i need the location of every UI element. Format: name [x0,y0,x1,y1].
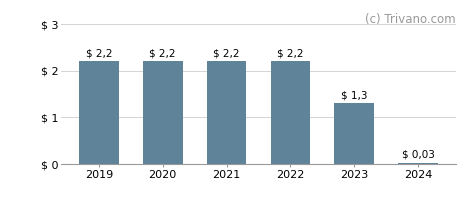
Bar [335,103,374,164]
Bar [207,61,246,164]
Text: $ 2,2: $ 2,2 [86,49,112,59]
Bar [271,61,310,164]
Text: $ 1,3: $ 1,3 [341,91,368,101]
Bar [399,163,438,164]
Text: $ 2,2: $ 2,2 [213,49,240,59]
Bar [79,61,118,164]
Bar [143,61,182,164]
Text: $ 2,2: $ 2,2 [149,49,176,59]
Text: $ 2,2: $ 2,2 [277,49,304,59]
Text: $ 0,03: $ 0,03 [402,150,435,160]
Text: (c) Trivano.com: (c) Trivano.com [365,13,456,26]
